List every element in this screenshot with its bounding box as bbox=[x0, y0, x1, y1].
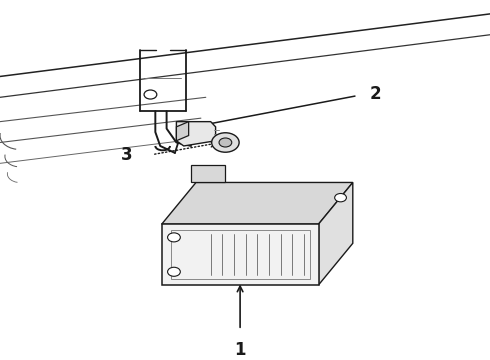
Polygon shape bbox=[176, 122, 189, 141]
Text: 1: 1 bbox=[234, 341, 246, 359]
Circle shape bbox=[219, 138, 232, 147]
Circle shape bbox=[168, 233, 180, 242]
Circle shape bbox=[212, 133, 239, 152]
Polygon shape bbox=[318, 183, 353, 285]
Circle shape bbox=[335, 193, 346, 202]
Text: 2: 2 bbox=[370, 85, 382, 103]
Text: 3: 3 bbox=[121, 146, 132, 164]
Polygon shape bbox=[176, 122, 216, 146]
Polygon shape bbox=[191, 165, 225, 183]
Polygon shape bbox=[162, 224, 318, 285]
Polygon shape bbox=[162, 183, 353, 224]
Circle shape bbox=[168, 267, 180, 276]
